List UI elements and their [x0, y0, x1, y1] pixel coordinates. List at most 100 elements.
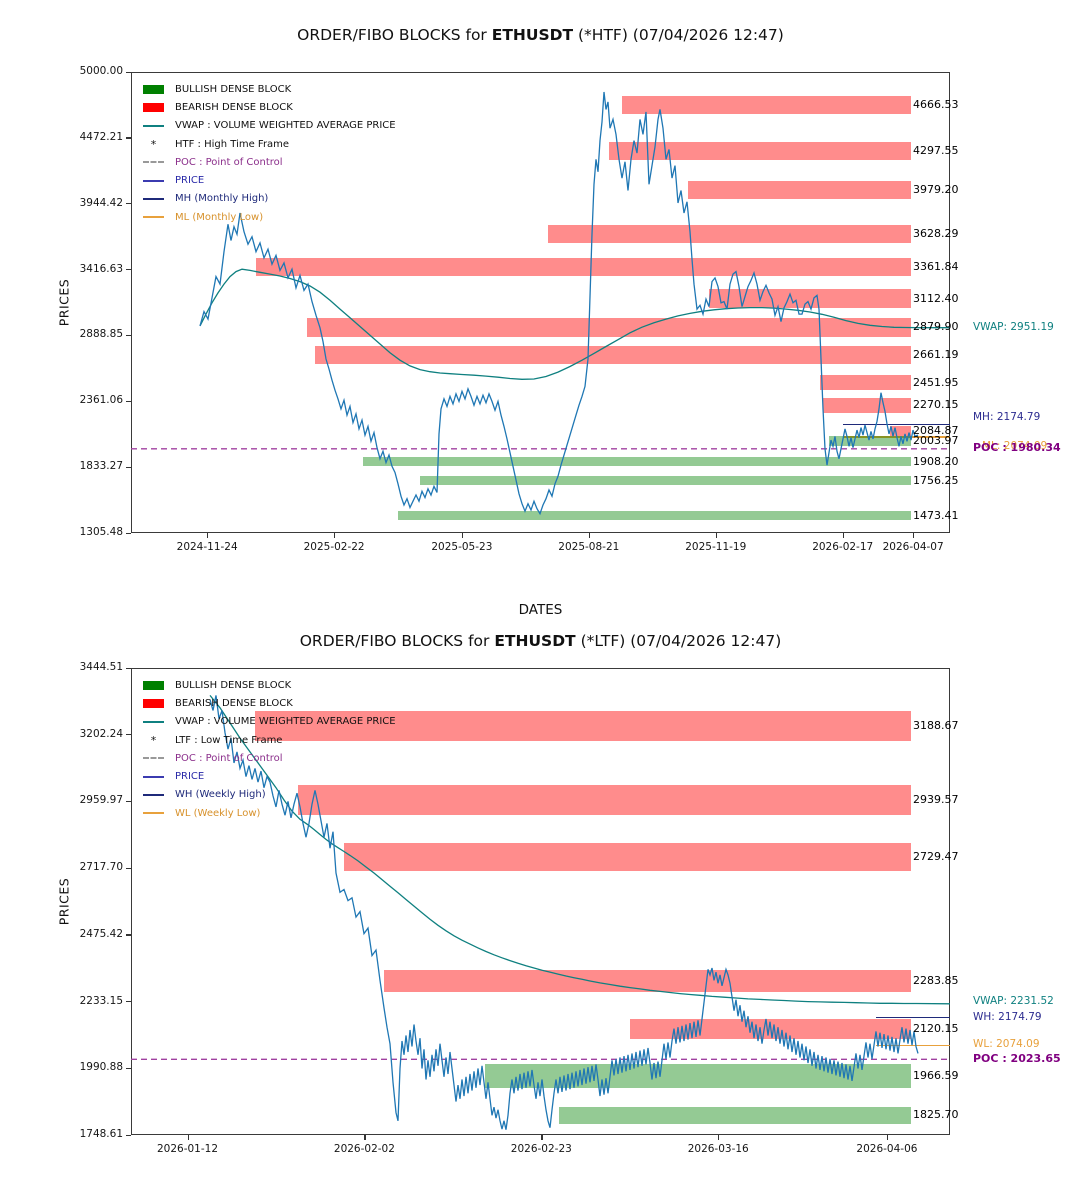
y-axis-tick-mark [126, 1134, 131, 1136]
block-price-label: 1966.59 [913, 1069, 959, 1083]
bullish-block [398, 511, 911, 521]
bearish-block [298, 784, 911, 815]
title-symbol: ETHUSDT [494, 632, 576, 650]
bearish-block [307, 318, 911, 337]
vwap-line [199, 268, 950, 380]
block-price-label: 2939.57 [913, 792, 959, 806]
legend-line-icon [143, 197, 164, 200]
bullish-block [363, 457, 911, 467]
legend-label: MH (Monthly High) [175, 193, 269, 205]
legend-item: WH (Weekly High) [143, 786, 396, 804]
x-axis-label: DATES [518, 602, 563, 618]
legend-label: HTF : High Time Frame [175, 138, 290, 150]
annotation-wh: WH: 2174.79 [973, 1010, 1042, 1023]
legend-label: PRICE [175, 771, 205, 783]
legend-item: BEARISH DENSE BLOCK [143, 694, 396, 712]
legend-line-icon [143, 179, 164, 182]
y-axis-tick-mark [126, 400, 131, 402]
x-axis-tick-mark [364, 1135, 366, 1140]
bearish-block [820, 375, 911, 390]
x-axis-tick-label: 2026-04-06 [856, 1143, 918, 1155]
annotation-vwap: VWAP: 2951.19 [973, 320, 1054, 333]
legend-label: POC : Point of Control [175, 156, 283, 168]
legend-label: LTF : Low Time Frame [175, 734, 283, 746]
bearish-block [709, 289, 911, 308]
y-axis-tick-mark [126, 532, 131, 534]
bullish-block [829, 435, 911, 446]
y-axis-tick-label: 3444.51 [79, 661, 123, 673]
y-axis-tick-label: 2717.70 [79, 861, 123, 874]
legend-star-icon: * [150, 733, 157, 747]
legend-line-icon [143, 793, 164, 796]
annotation-wl: WL: 2074.09 [973, 1038, 1040, 1051]
chart-title-htf: ORDER/FIBO BLOCKS for ETHUSDT (*HTF) (07… [131, 26, 950, 44]
legend-item: BULLISH DENSE BLOCK [143, 676, 396, 694]
legend-patch-icon [143, 698, 164, 708]
x-axis-tick-mark [334, 533, 336, 538]
vwap-line [209, 694, 951, 1005]
block-price-label: 2451.95 [913, 375, 959, 389]
block-price-label: 2879.90 [913, 320, 959, 334]
block-price-label: 4666.53 [913, 97, 959, 111]
y-axis-tick-label: 2888.85 [79, 328, 123, 341]
y-axis-tick-label: 2959.97 [79, 794, 123, 807]
legend-line-icon [143, 124, 164, 127]
block-price-label: 3112.40 [913, 291, 959, 305]
block-price-label: 3188.67 [913, 718, 959, 732]
y-axis-tick-mark [126, 334, 131, 337]
legend-label: BULLISH DENSE BLOCK [175, 679, 292, 691]
bearish-block [823, 397, 911, 413]
x-axis-tick-mark [718, 1135, 720, 1140]
title-symbol: ETHUSDT [491, 26, 574, 44]
block-price-label: 3979.20 [913, 183, 959, 197]
wh-line [876, 1016, 950, 1019]
y-axis-tick-mark [126, 800, 131, 803]
bullish-block [420, 476, 911, 486]
x-axis-tick-mark [541, 1135, 543, 1140]
legend-swatch [143, 216, 164, 219]
legend-item: PRICE [143, 767, 396, 785]
y-axis-tick-mark [126, 1001, 131, 1003]
bearish-block [609, 141, 911, 160]
y-axis-tick-label: 1748.61 [79, 1128, 123, 1140]
y-axis-tick-label: 1833.27 [79, 460, 123, 473]
legend-label: BEARISH DENSE BLOCK [175, 101, 293, 113]
annotation-mh: MH: 2174.79 [973, 411, 1041, 423]
price-line [199, 91, 919, 516]
y-axis-tick-mark [126, 137, 131, 139]
annotation-poc: POC : 2023.65 [973, 1052, 1061, 1066]
y-axis-tick-label: 4472.21 [79, 130, 123, 143]
block-price-label: 2120.15 [913, 1022, 959, 1035]
legend-item: BULLISH DENSE BLOCK [143, 80, 396, 98]
bearish-block [548, 225, 911, 244]
x-axis-tick-mark [913, 533, 915, 538]
x-axis-tick-label: 2026-02-23 [510, 1143, 572, 1155]
wl-line [876, 1044, 950, 1047]
y-axis-tick-mark [126, 203, 131, 205]
x-axis-tick-label: 2026-02-17 [812, 541, 874, 553]
x-axis-tick-label: 2025-11-19 [685, 541, 747, 553]
y-axis-label: PRICES [56, 278, 72, 326]
x-axis-tick-label: 2024-11-24 [176, 541, 238, 553]
block-price-label: 2661.19 [913, 347, 959, 361]
annotation-ml: ML: 2074.09 [982, 439, 1048, 452]
x-axis-tick-label: 2025-02-22 [303, 541, 365, 553]
legend-label: ML (Monthly Low) [175, 211, 264, 223]
x-axis-tick-mark [715, 533, 717, 538]
block-price-label: 2283.85 [913, 973, 959, 987]
y-axis-tick-label: 3202.24 [79, 727, 123, 740]
bearish-block [622, 95, 911, 114]
legend-ltf: BULLISH DENSE BLOCK BEARISH DENSE BLOCK VW… [143, 676, 396, 822]
x-axis-tick-mark [461, 533, 464, 538]
legend-item: BEARISH DENSE BLOCK [143, 98, 396, 116]
block-price-label: 1908.20 [913, 454, 959, 468]
x-axis-tick-mark [842, 533, 844, 538]
x-axis-tick-label: 2026-03-16 [687, 1143, 749, 1155]
mh-line [843, 423, 950, 426]
legend-swatch [143, 757, 164, 760]
x-axis-tick-label: 2026-01-12 [156, 1143, 219, 1155]
legend-line-icon [143, 720, 164, 723]
legend-item: POC : Point of Control [143, 153, 396, 171]
y-axis-tick-mark [126, 269, 131, 271]
legend-patch-icon [143, 102, 164, 112]
